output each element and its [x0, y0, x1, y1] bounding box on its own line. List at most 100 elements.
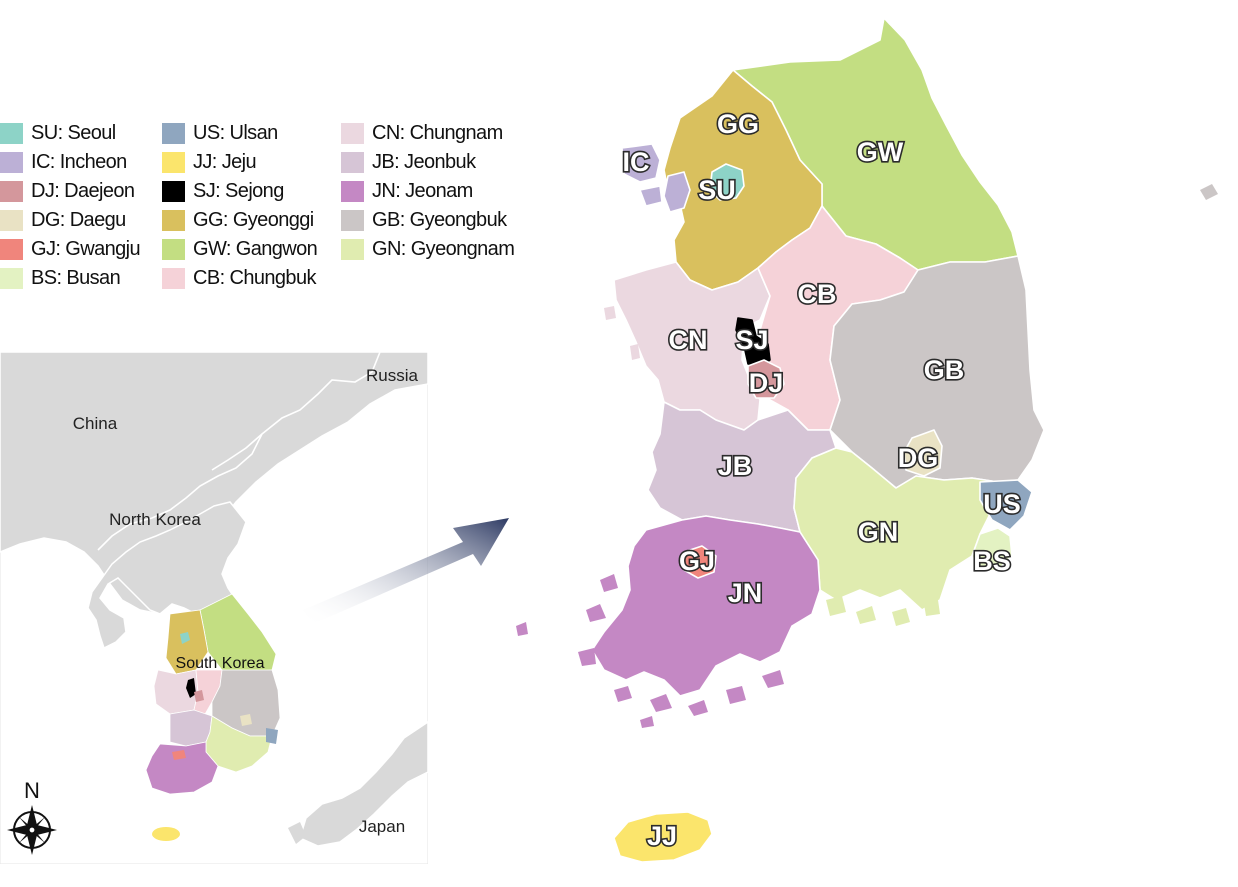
legend-item-gyeongbuk: GB: Gyeongbuk — [341, 208, 507, 232]
compass-rose-icon — [7, 805, 57, 855]
label-gj: GJ — [679, 546, 715, 576]
inset-dg — [240, 714, 252, 726]
legend-item-busan: BS: Busan — [0, 266, 121, 290]
label-jb: JB — [718, 451, 753, 481]
legend-item-sejong: SJ: Sejong — [162, 179, 284, 203]
north-label: N — [24, 778, 40, 803]
legend-swatch — [341, 122, 364, 144]
legend-swatch — [341, 238, 364, 260]
inset-sj — [186, 678, 196, 698]
inset-jj — [152, 827, 180, 841]
inset-gn — [205, 715, 273, 773]
legend-item-chungbuk: CB: Chungbuk — [162, 266, 316, 290]
legend-item-daegu: DG: Daegu — [0, 208, 126, 232]
compass: N — [7, 778, 57, 855]
label-bs: BS — [973, 546, 1011, 576]
legend-swatch — [162, 122, 185, 144]
legend-swatch — [0, 122, 23, 144]
jeonam-islands — [516, 574, 784, 728]
inset-dj — [194, 690, 204, 702]
gyeongnam-islands — [826, 596, 940, 626]
label-south-korea: South Korea — [176, 655, 265, 672]
zoom-arrow — [303, 518, 509, 624]
label-dj: DJ — [749, 368, 784, 398]
legend-label: SJ: Sejong — [193, 179, 284, 202]
legend-label: CB: Chungbuk — [193, 266, 316, 289]
label-cn: CN — [669, 325, 708, 355]
legend-label: DJ: Daejeon — [31, 179, 135, 202]
inset-us — [266, 728, 278, 744]
region-cn — [613, 261, 771, 431]
inset-map: Russia China North Korea South Korea Jap… — [0, 352, 428, 864]
region-dj — [747, 359, 785, 399]
legend-swatch — [0, 238, 23, 260]
legend-swatch — [341, 180, 364, 202]
legend-label: GW: Gangwon — [193, 237, 318, 260]
label-gw: GW — [857, 137, 904, 167]
label-gb: GB — [924, 355, 965, 385]
inset-south-korea — [145, 593, 281, 841]
label-sj: SJ — [735, 325, 768, 355]
region-ic — [621, 143, 691, 213]
china-russia-border — [211, 352, 381, 471]
legend-item-gyeonggi: GG: Gyeonggi — [162, 208, 314, 232]
label-china: China — [73, 414, 118, 433]
inset-jb — [169, 709, 213, 747]
region-su — [709, 163, 745, 201]
legend-item-gyeongnam: GN: Gyeongnam — [341, 237, 515, 261]
label-cb: CB — [798, 279, 837, 309]
label-jj: JJ — [647, 821, 677, 851]
legend-item-gangwon: GW: Gangwon — [162, 237, 318, 261]
region-jj — [613, 811, 713, 863]
legend-label: CN: Chungnam — [372, 121, 503, 144]
legend-swatch — [162, 267, 185, 289]
ulleungdo-island — [1200, 184, 1218, 200]
main-map: GG IC SU GW CB CN SJ DJ GB JB DG US GN B… — [516, 17, 1218, 863]
legend-item-gwangju: GJ: Gwangju — [0, 237, 141, 261]
region-gj — [683, 545, 717, 579]
legend-swatch — [0, 151, 23, 173]
legend-swatch — [162, 151, 185, 173]
region-jn — [591, 515, 821, 697]
legend-item-jeonbuk: JB: Jeonbuk — [341, 150, 476, 174]
label-gn: GN — [858, 517, 899, 547]
label-ic: IC — [623, 147, 650, 177]
legend-swatch — [341, 209, 364, 231]
legend-item-chungnam: CN: Chungnam — [341, 121, 503, 145]
japan-island-small — [288, 822, 306, 844]
legend-label: SU: Seoul — [31, 121, 116, 144]
legend-label: GG: Gyeonggi — [193, 208, 314, 231]
legend-item-incheon: IC: Incheon — [0, 150, 127, 174]
legend-item-ulsan: US: Ulsan — [162, 121, 278, 145]
legend-swatch — [341, 151, 364, 173]
legend-item-jeonam: JN: Jeonam — [341, 179, 473, 203]
region-bs — [971, 527, 1013, 573]
legend-label: GN: Gyeongnam — [372, 237, 515, 260]
label-su: SU — [698, 175, 736, 205]
legend-label: GB: Gyeongbuk — [372, 208, 507, 231]
legend-label: BS: Busan — [31, 266, 121, 289]
legend: SU: Seoul IC: Incheon DJ: Daejeon DG: Da… — [0, 118, 540, 298]
label-gg: GG — [717, 109, 759, 139]
legend-label: DG: Daegu — [31, 208, 126, 231]
legend-swatch — [0, 180, 23, 202]
legend-item-seoul: SU: Seoul — [0, 121, 116, 145]
region-dg — [903, 429, 943, 477]
label-us: US — [983, 489, 1021, 519]
label-russia: Russia — [366, 366, 419, 385]
label-north-korea: North Korea — [109, 510, 201, 529]
legend-swatch — [0, 267, 23, 289]
legend-label: US: Ulsan — [193, 121, 278, 144]
legend-swatch — [162, 180, 185, 202]
china-north-korea-border — [97, 433, 263, 551]
legend-label: JN: Jeonam — [372, 179, 473, 202]
legend-swatch — [0, 209, 23, 231]
region-us — [979, 479, 1033, 531]
legend-item-daejeon: DJ: Daejeon — [0, 179, 135, 203]
inset-jn — [145, 741, 219, 795]
legend-label: GJ: Gwangju — [31, 237, 141, 260]
legend-label: JB: Jeonbuk — [372, 150, 476, 173]
label-jn: JN — [728, 578, 763, 608]
chungnam-islands — [604, 306, 640, 360]
legend-swatch — [162, 238, 185, 260]
